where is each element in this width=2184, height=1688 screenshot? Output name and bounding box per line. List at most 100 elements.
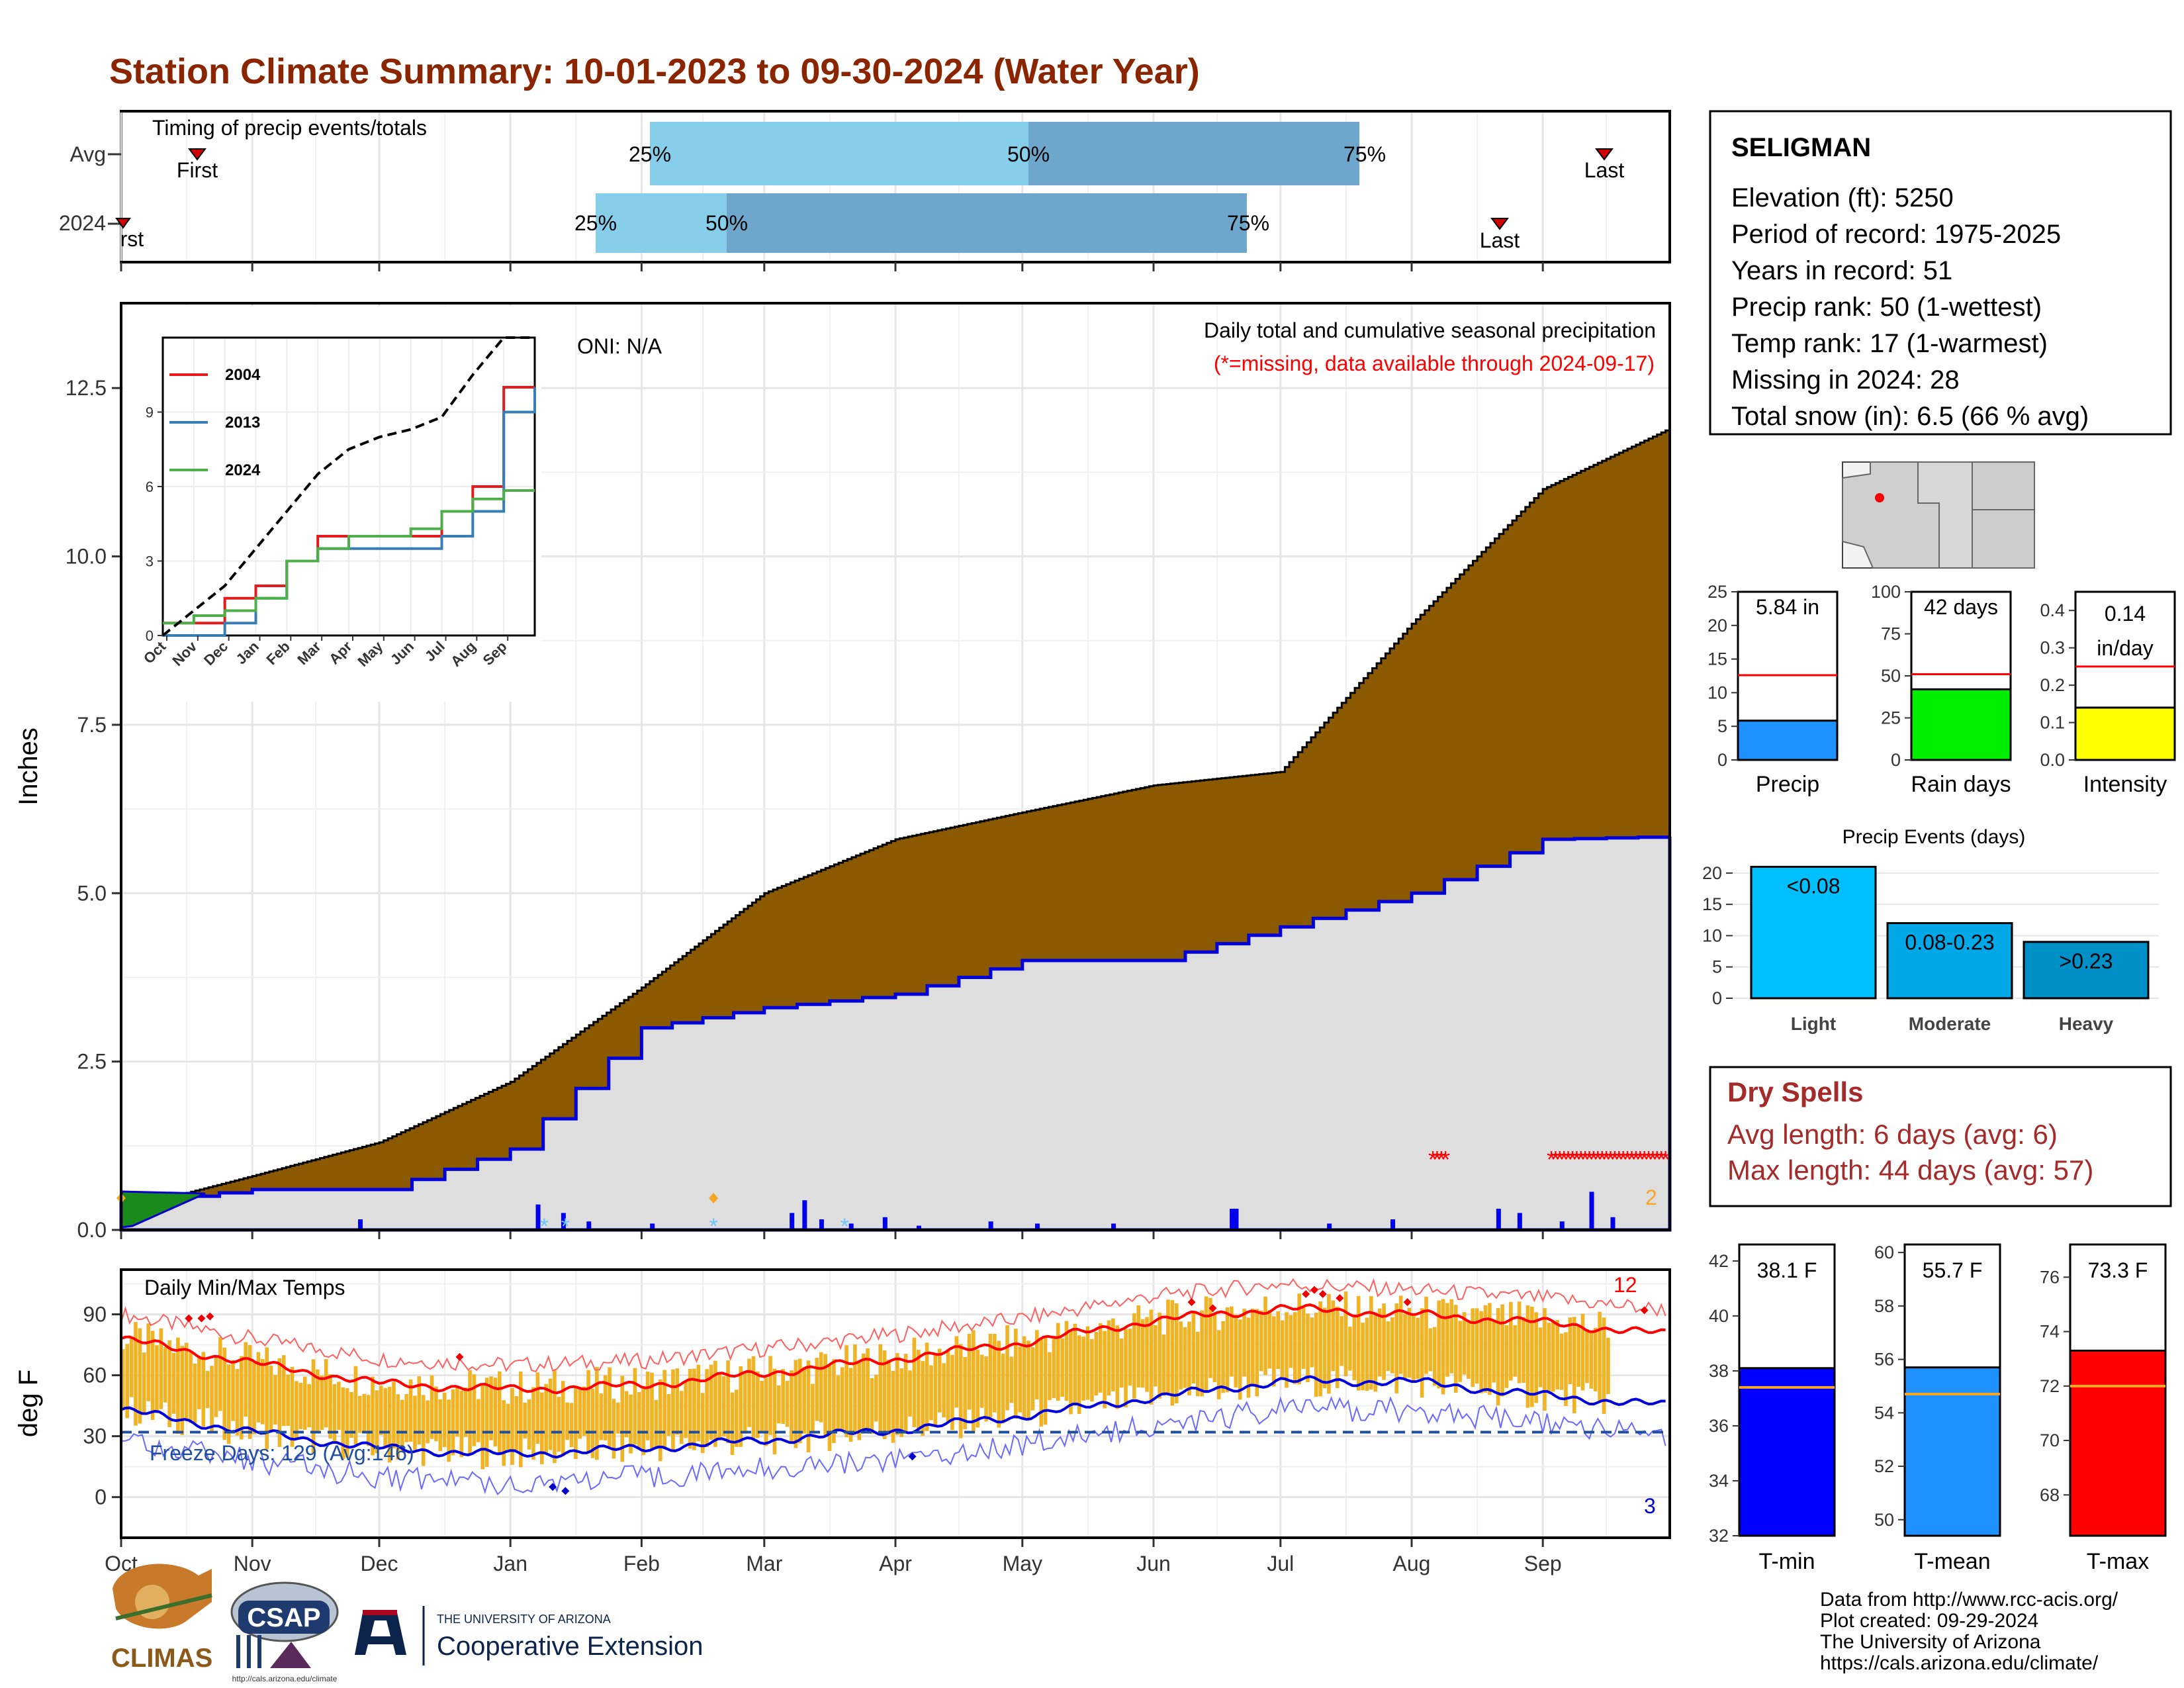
daily-temp-range: [1445, 1303, 1449, 1377]
daily-temp-range: [210, 1366, 214, 1432]
daily-temp-range: [721, 1376, 726, 1436]
y2024-last-label: Last: [1480, 228, 1520, 252]
temp-mini-ytick-label: 74: [2040, 1322, 2060, 1342]
daily-temp-range: [1145, 1317, 1149, 1392]
dry-spells-max: Max length: 44 days (avg: 57): [1727, 1154, 2093, 1186]
inset-ytick-label: 9: [146, 404, 154, 421]
daily-temp-range: [421, 1395, 426, 1466]
daily-temp-range: [539, 1392, 544, 1464]
daily-temp-range: [1530, 1306, 1534, 1407]
daily-temp-range: [1246, 1317, 1251, 1398]
missing-marker: *: [1631, 1146, 1641, 1173]
y2024-p50-label: 50%: [705, 211, 748, 235]
mini-value-text: 5.84 in: [1756, 595, 1819, 619]
event-bar-label: Light: [1791, 1013, 1836, 1034]
ua-logo: THE UNIVERSITY OF ARIZONA Cooperative Ex…: [355, 1606, 703, 1665]
hot-days-count: 12: [1614, 1273, 1637, 1297]
daily-temp-range: [176, 1337, 180, 1434]
station-info-line: Years in record: 51: [1731, 256, 1952, 285]
daily-temp-range: [1568, 1317, 1572, 1385]
daily-temp-range: [832, 1359, 836, 1443]
avg-25-50-bar: [650, 122, 1028, 185]
inset-ytick-label: 3: [146, 553, 154, 570]
record-low-marker: [561, 1487, 570, 1495]
mini-ytick-label: 5: [1717, 716, 1727, 736]
precip-missing-note: (*=missing, data available through 2024-…: [1214, 352, 1655, 375]
daily-temp-range: [553, 1370, 557, 1464]
daily-temp-range: [1119, 1338, 1124, 1388]
temp-mini-ytick-label: 60: [1874, 1243, 1894, 1262]
daily-temp-range: [1166, 1299, 1170, 1395]
temp-mini-ytick-label: 40: [1709, 1306, 1729, 1326]
precip-ytick-label: 0.0: [77, 1218, 107, 1242]
daily-temp-range: [337, 1382, 341, 1430]
inset-legend-label: 2004: [225, 366, 261, 384]
temp-mini-ytick-label: 52: [1874, 1456, 1894, 1476]
missing-marker: *: [1589, 1146, 1598, 1173]
csap-logo: CSAP http://cals.arizona.edu/climate: [230, 1581, 339, 1683]
daily-temp-range: [1064, 1321, 1069, 1401]
daily-temp-range: [1373, 1312, 1378, 1392]
record-low-marker: [549, 1483, 557, 1491]
daily-temp-range: [1132, 1313, 1136, 1399]
daily-temp-range: [138, 1328, 142, 1424]
precip-day-bar: [1034, 1223, 1040, 1230]
mini-ytick-label: 20: [1707, 616, 1727, 635]
temp-mini-ytick-label: 34: [1709, 1471, 1729, 1491]
daily-temp-range: [925, 1342, 929, 1431]
daily-temp-range: [214, 1357, 218, 1417]
daily-temp-range: [1149, 1309, 1154, 1405]
precip-caption: Daily total and cumulative seasonal prec…: [1204, 318, 1656, 342]
temp-bar-value-text: 38.1 F: [1757, 1258, 1817, 1282]
daily-temp-range: [629, 1394, 633, 1454]
daily-temp-range: [324, 1359, 328, 1428]
avg-last-marker: [1595, 148, 1614, 161]
station-info-line: Elevation (ft): 5250: [1731, 183, 1954, 212]
daily-temp-range: [921, 1361, 925, 1436]
daily-temp-range: [1500, 1304, 1504, 1397]
precip-day-bar: [988, 1221, 993, 1230]
record-high-marker: [1336, 1293, 1344, 1302]
missing-marker: *: [1635, 1146, 1645, 1173]
daily-temp-range: [1534, 1312, 1539, 1403]
mini-bar-value: [2074, 706, 2176, 761]
daily-temp-range: [523, 1402, 527, 1439]
precip-day-bar: [1610, 1217, 1615, 1230]
inset-series-line-average: [161, 336, 535, 637]
daily-temp-range: [248, 1344, 252, 1439]
daily-temp-range: [1398, 1295, 1403, 1374]
timing-title: Timing of precip events/totals: [152, 116, 427, 140]
daily-temp-range: [1272, 1316, 1276, 1387]
avg-min-line: [120, 1375, 1666, 1459]
daily-temp-range: [794, 1360, 798, 1448]
mini-value-text: 0.14: [2105, 602, 2146, 626]
avg-first-marker: [188, 148, 206, 161]
daily-temp-range: [1111, 1318, 1115, 1391]
daily-temp-range: [371, 1376, 375, 1456]
daily-temp-range: [205, 1370, 210, 1409]
daily-temp-range: [1289, 1315, 1293, 1368]
missing-marker: *: [1661, 1146, 1670, 1173]
missing-marker: *: [1657, 1146, 1666, 1173]
temp-chart-t-mean: 50 52 54 56 58 60 55.7 F T-mean: [1874, 1243, 2001, 1574]
daily-temp-range: [189, 1352, 193, 1423]
daily-temp-range: [781, 1369, 785, 1424]
daily-temp-range: [1394, 1303, 1399, 1393]
daily-temp-range: [1310, 1317, 1314, 1368]
daily-temp-range: [751, 1356, 756, 1440]
daily-temp-range: [1263, 1296, 1267, 1376]
temp-ytick-label: 0: [95, 1485, 107, 1509]
daily-temp-range: [345, 1388, 349, 1458]
daily-temp-range: [1585, 1329, 1589, 1383]
daily-temp-range: [599, 1393, 604, 1440]
daily-temp-range: [1449, 1299, 1454, 1374]
daily-temp-range: [958, 1344, 963, 1438]
daily-temp-range: [764, 1378, 768, 1446]
daily-temp-range: [967, 1333, 972, 1410]
daily-temp-range: [358, 1395, 362, 1433]
record-high-marker: [1187, 1298, 1196, 1307]
temp-bar-label: T-min: [1759, 1549, 1815, 1574]
daily-temp-range: [1056, 1323, 1060, 1401]
record-high-marker: [1403, 1298, 1412, 1307]
daily-temp-range: [1018, 1346, 1023, 1413]
